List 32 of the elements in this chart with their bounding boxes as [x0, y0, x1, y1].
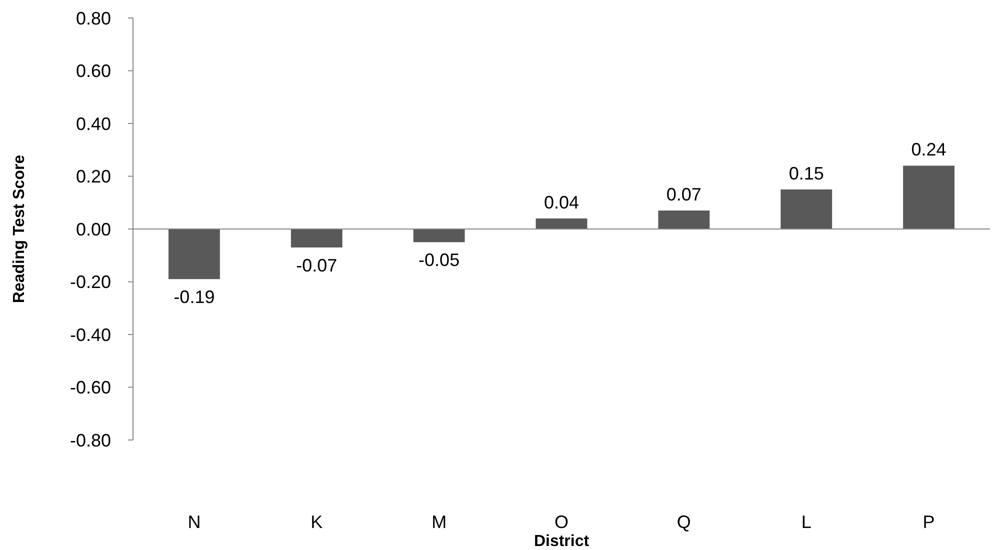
x-tick-label: N	[188, 512, 201, 532]
bar	[168, 229, 220, 280]
x-tick-label: K	[310, 512, 323, 532]
bar	[658, 210, 710, 229]
y-tick-label: -0.60	[70, 378, 111, 398]
data-label: -0.19	[174, 287, 215, 308]
y-tick-label: 0.20	[76, 166, 111, 187]
data-label: 0.24	[911, 140, 946, 160]
x-tick-label: P	[922, 512, 935, 532]
y-tick-label: -0.40	[70, 324, 111, 345]
x-tick-label: L	[801, 512, 812, 532]
bar	[290, 229, 342, 248]
data-label: -0.05	[418, 250, 460, 270]
y-tick-label: 0.60	[76, 61, 111, 82]
y-tick-label: 0.00	[76, 219, 111, 240]
bar	[903, 166, 954, 229]
data-label: 0.04	[544, 192, 580, 212]
bar	[780, 189, 832, 229]
data-label: 0.15	[788, 163, 824, 184]
x-axis-title: District	[534, 533, 590, 550]
data-label: -0.07	[296, 255, 338, 276]
y-tick-label: 0.40	[76, 114, 111, 134]
bar	[536, 218, 588, 229]
y-tick-label: -0.80	[70, 430, 111, 450]
x-tick-label: Q	[676, 512, 691, 532]
x-tick-label: O	[554, 512, 569, 532]
y-tick-label: 0.80	[76, 8, 111, 28]
y-axis-title: Reading Test Score	[11, 154, 28, 304]
bar	[413, 229, 465, 242]
y-tick-label: -0.20	[70, 272, 111, 292]
data-label: 0.07	[666, 184, 702, 205]
x-tick-label: M	[432, 512, 447, 532]
